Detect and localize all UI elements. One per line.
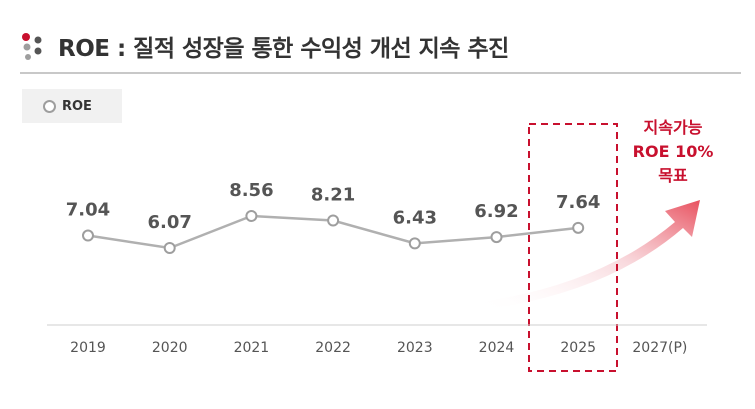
x-tick-label-2024: 2024 <box>479 340 515 356</box>
data-label-2022: 8.21 <box>311 184 355 205</box>
x-tick-label-2021: 2021 <box>234 340 270 356</box>
x-tick-label-2020: 2020 <box>152 340 188 356</box>
target-annotation: 지속가능 ROE 10% 목표 <box>628 116 718 188</box>
data-label-2025: 7.64 <box>556 192 600 213</box>
legend: ROE <box>22 89 122 123</box>
data-label-2024: 6.92 <box>474 201 518 222</box>
x-tick-label-2023: 2023 <box>397 340 433 356</box>
x-tick-label-2025: 2025 <box>560 340 596 356</box>
data-point-2020 <box>163 242 176 254</box>
data-point-2025 <box>572 221 585 234</box>
x-tick-label-2019: 2019 <box>70 340 106 356</box>
brand-logo-icon <box>18 31 48 61</box>
x-tick-label-2022: 2022 <box>315 340 351 356</box>
legend-marker-icon <box>43 99 56 113</box>
title-divider <box>20 72 741 74</box>
data-label-2019: 7.04 <box>66 200 110 221</box>
chart-header: ROE : 질적 성장을 통한 수익성 개선 지속 추진 <box>18 26 509 66</box>
data-label-2020: 6.07 <box>147 212 191 233</box>
data-point-2023 <box>408 237 421 250</box>
highlight-box <box>528 123 618 372</box>
data-point-2022 <box>327 214 340 227</box>
page-title: ROE : 질적 성장을 통한 수익성 개선 지속 추진 <box>58 36 509 62</box>
data-point-2024 <box>490 231 503 244</box>
data-label-2023: 6.43 <box>393 207 437 228</box>
data-label-2021: 8.56 <box>229 180 273 201</box>
target-line-1: 지속가능 <box>643 118 703 137</box>
x-tick-label-2027(P): 2027(P) <box>632 340 687 356</box>
target-line-2: ROE 10% <box>632 142 714 161</box>
growth-arrow-icon <box>480 200 700 310</box>
data-point-2019 <box>82 229 94 242</box>
data-point-2021 <box>245 210 258 222</box>
target-line-3: 목표 <box>658 166 688 185</box>
legend-label: ROE <box>62 98 92 114</box>
